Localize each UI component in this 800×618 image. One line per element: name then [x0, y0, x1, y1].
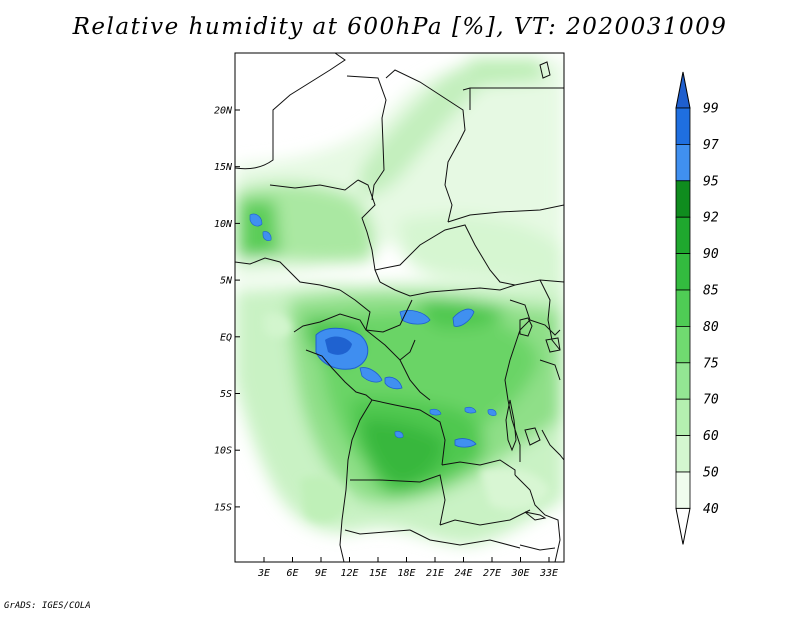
lat-tick-label: 5N — [220, 276, 233, 287]
colorbar-label: 92 — [703, 211, 719, 226]
colorbar-label: 85 — [703, 284, 719, 299]
lon-tick-label: 6E — [286, 568, 298, 579]
colorbar-bottom-arrow — [675, 507, 691, 545]
colorbar-segment — [675, 435, 691, 473]
lat-tick-label: 15S — [214, 502, 232, 513]
colorbar: 99 97 95 92 90 85 80 75 70 60 50 40 — [675, 71, 719, 545]
lon-axis: 3E 6E 9E 12E 15E 18E 21E 24E 27E 30E 33E — [257, 557, 558, 579]
lon-tick-label: 9E — [315, 568, 327, 579]
colorbar-label: 97 — [703, 138, 719, 153]
lon-tick-label: 33E — [539, 568, 558, 579]
lat-tick-label: 10S — [214, 446, 232, 457]
colorbar-segment — [675, 362, 691, 400]
lat-axis: 20N 15N 10N 5N EQ 5S 10S 15S — [214, 106, 240, 513]
lon-tick-label: 30E — [510, 568, 529, 579]
colorbar-segment — [675, 107, 691, 145]
lon-tick-label: 24E — [454, 568, 472, 579]
lat-tick-label: 10N — [214, 219, 233, 230]
lat-tick-label: EQ — [220, 332, 232, 343]
lon-tick-label: 21E — [426, 568, 444, 579]
colorbar-segment — [675, 143, 691, 182]
colorbar-segment — [675, 471, 691, 509]
humidity-field — [235, 53, 564, 562]
lat-tick-label: 20N — [214, 106, 233, 117]
chart-title: Relative humidity at 600hPa [%], VT: 202… — [72, 14, 728, 40]
lon-tick-label: 12E — [340, 568, 358, 579]
lon-tick-label: 15E — [369, 568, 387, 579]
colorbar-label: 40 — [703, 502, 719, 517]
colorbar-label: 90 — [703, 247, 719, 262]
colorbar-label: 80 — [703, 320, 719, 335]
lon-tick-label: 18E — [397, 568, 415, 579]
colorbar-segment — [675, 398, 691, 437]
country-borders — [235, 53, 564, 562]
colorbar-segment — [675, 216, 691, 254]
high-humidity-patches — [249, 213, 497, 448]
colorbar-top-arrow — [675, 71, 691, 109]
colorbar-label: 60 — [703, 429, 719, 444]
lakes — [505, 61, 561, 521]
lat-tick-label: 15N — [214, 162, 233, 173]
colorbar-label: 50 — [703, 466, 719, 481]
lat-tick-label: 5S — [220, 389, 232, 400]
colorbar-segment — [675, 253, 691, 291]
lon-tick-label: 27E — [483, 568, 501, 579]
map-frame — [234, 52, 565, 563]
colorbar-label: 99 — [703, 102, 719, 117]
colorbar-label: 70 — [703, 393, 719, 408]
colorbar-segment — [675, 325, 691, 364]
colorbar-segment — [675, 180, 691, 218]
colorbar-label: 95 — [703, 174, 719, 189]
software-credit: GrADS: IGES/COLA — [4, 601, 91, 611]
lon-tick-label: 3E — [257, 568, 270, 579]
colorbar-segment — [675, 289, 691, 327]
colorbar-label: 75 — [703, 356, 719, 371]
